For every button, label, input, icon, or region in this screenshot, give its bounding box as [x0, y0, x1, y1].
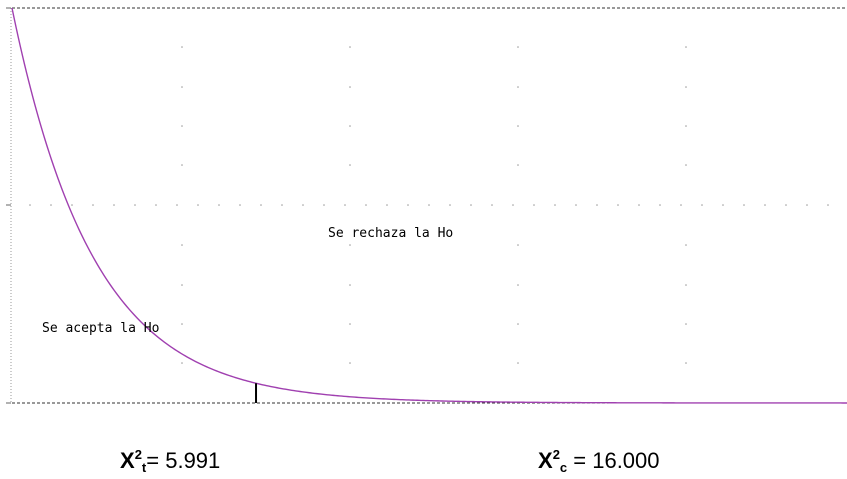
grid-dot	[517, 362, 519, 364]
grid-dot	[181, 244, 183, 246]
grid-dot	[181, 164, 183, 166]
grid-dot-midline	[680, 204, 682, 206]
grid-dot-midline	[281, 204, 283, 206]
grid-dot	[349, 86, 351, 88]
grid-dot	[181, 46, 183, 48]
grid-dot	[685, 284, 687, 286]
stat-subscript: c	[559, 460, 568, 475]
grid-dot-midline	[743, 204, 745, 206]
grid-dot	[181, 86, 183, 88]
grid-dot-midline	[386, 204, 388, 206]
grid-dot	[685, 244, 687, 246]
grid-dot-midline	[512, 204, 514, 206]
grid-dot	[349, 244, 351, 246]
grid-dot-midline	[701, 204, 703, 206]
chi-square-tabulated: X2t= 5.991	[120, 448, 220, 474]
chi-square-calculated: X2c = 16.000	[538, 448, 660, 474]
grid-dot	[685, 164, 687, 166]
grid-dot-midline	[659, 204, 661, 206]
grid-dots	[29, 46, 829, 364]
grid-dot-midline	[554, 204, 556, 206]
grid-dot-midline	[638, 204, 640, 206]
grid-dot	[349, 164, 351, 166]
grid-dot-midline	[344, 204, 346, 206]
grid-dot	[517, 164, 519, 166]
grid-dot	[517, 244, 519, 246]
grid-dot	[349, 323, 351, 325]
grid-dot-midline	[491, 204, 493, 206]
grid-dot-midline	[323, 204, 325, 206]
grid-dot	[349, 125, 351, 127]
grid-dot-midline	[155, 204, 157, 206]
grid-dot	[349, 362, 351, 364]
grid-dot-midline	[239, 204, 241, 206]
grid-dot	[517, 86, 519, 88]
grid-dot-midline	[575, 204, 577, 206]
grid-dot-midline	[533, 204, 535, 206]
grid-dot	[685, 362, 687, 364]
grid-dot-midline	[365, 204, 367, 206]
grid-dot	[685, 323, 687, 325]
grid-dot-midline	[596, 204, 598, 206]
grid-dot	[685, 46, 687, 48]
grid-dot	[517, 125, 519, 127]
reject-region-label: Se rechaza la Ho	[328, 226, 453, 241]
grid-dot	[517, 284, 519, 286]
grid-dot-midline	[449, 204, 451, 206]
grid-dot	[181, 284, 183, 286]
stat-exponent: 2	[552, 447, 560, 462]
grid-dot-midline	[29, 204, 31, 206]
grid-dot-midline	[470, 204, 472, 206]
grid-dot	[349, 46, 351, 48]
grid-dot	[517, 46, 519, 48]
grid-dot	[685, 86, 687, 88]
grid-dot-midline	[764, 204, 766, 206]
grid-dot-midline	[428, 204, 430, 206]
grid-dot-midline	[197, 204, 199, 206]
grid-dot	[181, 362, 183, 364]
grid-dot-midline	[407, 204, 409, 206]
grid-dot-midline	[617, 204, 619, 206]
grid-dot-midline	[176, 204, 178, 206]
stat-symbol: X	[538, 448, 553, 473]
grid-dot-midline	[71, 204, 73, 206]
stat-exponent: 2	[134, 447, 142, 462]
grid-dot	[349, 284, 351, 286]
grid-dot	[685, 125, 687, 127]
grid-dot	[181, 323, 183, 325]
grid-dot-midline	[134, 204, 136, 206]
accept-region-label: Se acepta la Ho	[42, 321, 159, 336]
grid-dot-midline	[260, 204, 262, 206]
grid-dot-midline	[302, 204, 304, 206]
grid-dot-midline	[50, 204, 52, 206]
grid-dot-midline	[218, 204, 220, 206]
density-curve	[11, 7, 847, 404]
grid-dot-midline	[827, 204, 829, 206]
stat-value: = 16.000	[567, 448, 660, 473]
grid-dot-midline	[806, 204, 808, 206]
grid-dot	[181, 125, 183, 127]
grid-dot-midline	[113, 204, 115, 206]
stat-symbol: X	[120, 448, 135, 473]
grid-dot-midline	[92, 204, 94, 206]
grid-dot-midline	[722, 204, 724, 206]
stat-value: = 5.991	[146, 448, 221, 473]
stat-subscript: t	[141, 460, 147, 475]
grid-dot-midline	[785, 204, 787, 206]
grid-dot	[517, 323, 519, 325]
